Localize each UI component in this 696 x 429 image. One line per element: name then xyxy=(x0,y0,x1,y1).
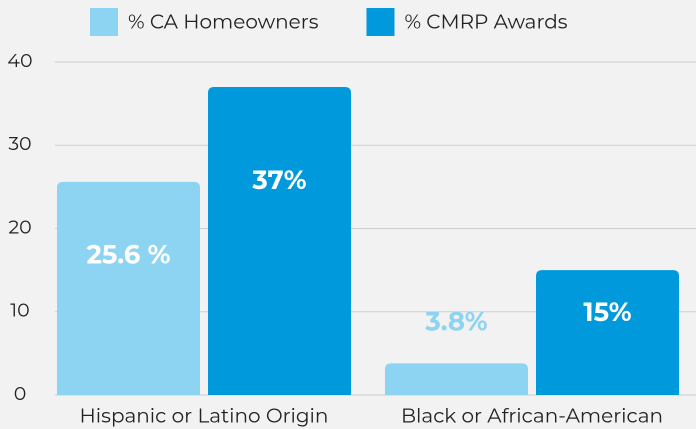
x-tick-label: Hispanic or Latino Origin xyxy=(80,404,329,428)
y-tick-label: 30 xyxy=(8,132,31,155)
bar xyxy=(208,86,351,395)
y-tick-label: 10 xyxy=(10,299,29,322)
value-label: 3.8% xyxy=(424,305,487,337)
value-label: 15% xyxy=(583,296,631,328)
legend-label: % CMRP Awards xyxy=(404,10,567,34)
y-tick-label: 40 xyxy=(7,49,32,72)
bar xyxy=(385,363,528,395)
value-label: 25.6 % xyxy=(86,238,170,270)
y-tick-label: 0 xyxy=(14,382,27,405)
y-tick-label: 20 xyxy=(8,215,31,238)
legend-swatch xyxy=(366,8,395,36)
bar xyxy=(57,181,200,395)
legend-swatch xyxy=(90,8,118,36)
value-label: 37% xyxy=(251,164,306,196)
bar xyxy=(536,270,679,395)
legend-label: % CA Homeowners xyxy=(128,10,319,34)
x-tick-label: Black or African-American xyxy=(401,404,663,428)
